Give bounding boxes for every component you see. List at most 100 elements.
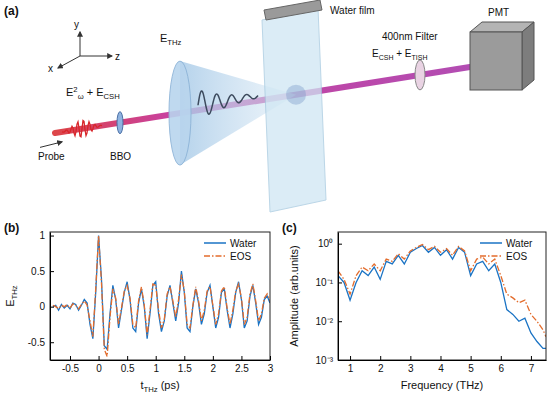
- y-tick: -0.5: [28, 337, 54, 348]
- y-tick-mark: [338, 360, 342, 361]
- probe-field-label-part: E: [66, 86, 73, 98]
- x-tick: 5: [468, 356, 474, 374]
- filter: [415, 60, 425, 90]
- y-tick-label: 10⁻²: [316, 316, 334, 327]
- x-tick-label: 0.5: [121, 363, 135, 374]
- y-tick: 10⁻³: [316, 355, 342, 366]
- detected-field-label-sub: CSH: [379, 54, 394, 61]
- y-tick-mark: [338, 321, 342, 322]
- x-tick-mark: [440, 356, 441, 360]
- x-tick: 3: [408, 356, 414, 374]
- y-tick-mark: [50, 307, 54, 308]
- x-tick: 1.5: [178, 356, 192, 374]
- y-axis-title-part: Amplitude (arb.units): [288, 245, 300, 347]
- detected-field-label: ECSH + ETISH: [372, 48, 427, 61]
- x-axis: -0.500.511.522.53: [51, 356, 274, 374]
- y-axis-line: [338, 233, 339, 361]
- x-tick-label: 2: [378, 363, 384, 374]
- y-axis-line: [50, 233, 51, 361]
- water-film: [262, 8, 326, 212]
- thz-cone-base: [169, 61, 191, 165]
- probe-field-label-part: + E: [84, 86, 104, 98]
- detected-field-label-part: + E: [393, 48, 411, 59]
- legend-swatch: [480, 242, 502, 244]
- x-tick: 0: [96, 356, 102, 374]
- series-line: [53, 236, 270, 350]
- legend: WaterEOS: [480, 238, 533, 262]
- x-axis-title-part: (ps): [158, 379, 180, 391]
- y-tick-label: 0: [39, 301, 45, 312]
- x-tick-label: 2.5: [235, 363, 249, 374]
- y-axis-title: ETHz: [4, 285, 19, 307]
- x-axis-line: [51, 360, 271, 361]
- thz-waveform: [198, 91, 258, 114]
- pmt-label: PMT: [488, 7, 509, 18]
- legend-swatch: [204, 255, 226, 257]
- x-axis-title-part: Frequency (THz): [401, 379, 484, 391]
- y-tick: 10⁻²: [316, 316, 342, 327]
- y-tick: 10⁰: [318, 238, 342, 249]
- y-tick-mark: [338, 282, 342, 283]
- y-tick-mark: [50, 271, 54, 272]
- diagram: (a)xyzProbeBBOE2ω + ECSHETHzWater film40…: [4, 0, 534, 212]
- plot-frame: [50, 232, 270, 360]
- x-tick-label: 1: [348, 363, 354, 374]
- x-tick-label: 7: [529, 363, 535, 374]
- panel-label: (a): [4, 4, 19, 18]
- thz-field-label: ETHz: [160, 32, 182, 47]
- y-tick-mark: [50, 236, 54, 237]
- legend: WaterEOS: [204, 238, 257, 262]
- y-tick-label: 10⁰: [318, 238, 333, 249]
- y-axis-title: Amplitude (arb.units): [288, 245, 300, 347]
- y-tick-mark: [50, 342, 54, 343]
- x-tick-label: 3: [268, 363, 274, 374]
- axis-arrow: [58, 56, 80, 68]
- x-tick-mark: [156, 356, 157, 360]
- probe-label: Probe: [38, 151, 65, 162]
- series-line: [338, 245, 546, 337]
- probe-pulse: [62, 121, 102, 137]
- thz-field-label-part: E: [160, 32, 167, 44]
- chart: 123456710⁻³10⁻²10⁻¹10⁰(c)Frequency (THz)…: [282, 221, 547, 391]
- legend-swatch: [480, 255, 502, 257]
- y-axis-title-part: E: [4, 299, 16, 306]
- x-tick-label: 2: [211, 363, 217, 374]
- x-tick-label: 4: [438, 363, 444, 374]
- x-tick: 2: [378, 356, 384, 374]
- focus-spot: [286, 85, 306, 105]
- x-tick-mark: [70, 356, 71, 360]
- x-tick: 1: [153, 356, 159, 374]
- x-tick-mark: [184, 356, 185, 360]
- x-tick-label: 1: [153, 363, 159, 374]
- x-tick: 6: [499, 356, 505, 374]
- plot-area: [53, 236, 270, 357]
- y-axis: 10⁻³10⁻²10⁻¹10⁰: [316, 233, 342, 366]
- detected-field-label-sub: TISH: [412, 54, 428, 61]
- axis-arrow: [80, 32, 81, 56]
- y-tick-label: 1: [39, 230, 45, 241]
- bbo-label: BBO: [110, 151, 131, 162]
- x-axis-title: tTHz (ps): [140, 379, 179, 394]
- y-tick-label: 10⁻³: [316, 355, 334, 366]
- x-tick: 4: [438, 356, 444, 374]
- y-tick-mark: [338, 244, 342, 245]
- thz-field-label-sub: THz: [167, 38, 181, 47]
- y-tick: 0: [39, 301, 54, 312]
- x-tick-mark: [350, 356, 351, 360]
- panel-label: (c): [282, 221, 297, 235]
- legend-label: EOS: [230, 251, 251, 262]
- x-tick-mark: [531, 356, 532, 360]
- x-tick: 2: [211, 356, 217, 374]
- y-axis-title-sub: THz: [10, 285, 19, 299]
- x-tick: 2.5: [235, 356, 249, 374]
- axis-label: x: [48, 63, 53, 74]
- pmt-side: [522, 22, 534, 90]
- pmt-front: [470, 32, 522, 90]
- probe-arrow: [40, 142, 62, 148]
- y-tick-label: -0.5: [28, 337, 46, 348]
- y-tick: 1: [39, 230, 54, 241]
- x-tick-label: 1.5: [178, 363, 192, 374]
- film-holder: [264, 0, 322, 20]
- x-tick-label: 0: [96, 363, 102, 374]
- x-tick-mark: [501, 356, 502, 360]
